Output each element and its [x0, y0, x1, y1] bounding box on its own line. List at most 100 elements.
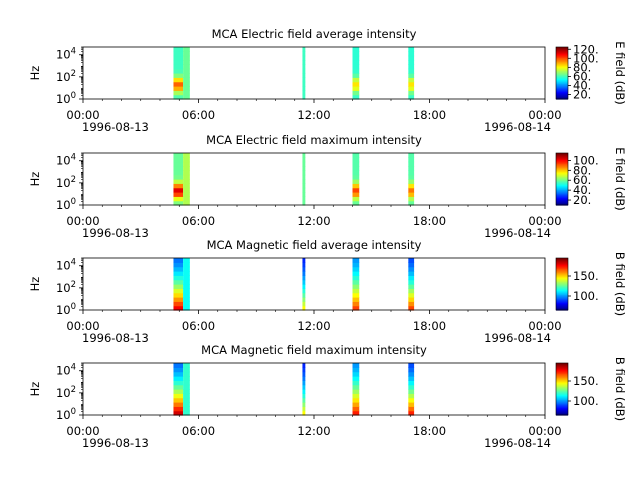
colorbar-tick-label: 100. — [573, 289, 599, 303]
colorbar-segment — [556, 79, 568, 82]
spectrogram-cell — [183, 170, 190, 176]
colorbar-segment — [556, 65, 568, 68]
spectrogram-cell — [408, 179, 415, 184]
colorbar-tick-label: 60. — [573, 173, 591, 187]
spectrogram-cell — [173, 271, 184, 276]
colorbar-segment — [556, 164, 568, 167]
panel-1: MCA Electric field average intensity 100 1… — [28, 27, 627, 134]
colorbar-segment — [556, 281, 568, 284]
spectrogram-cell — [183, 376, 190, 381]
x-tick-label: 00:00 — [66, 214, 99, 228]
spectrogram-cell — [173, 90, 184, 96]
colorbar-segment — [556, 153, 568, 155]
spectrogram-cell — [173, 73, 184, 78]
colorbar-segment — [556, 172, 568, 175]
spectrogram-cell — [173, 380, 184, 386]
spectrogram-cell — [302, 406, 306, 412]
colorbar-label: E field (dB) — [613, 41, 627, 105]
colorbar-segment — [556, 171, 568, 174]
colorbar-tick-label: 80. — [573, 163, 591, 177]
spectrogram-cell — [173, 410, 184, 416]
spectrogram-cell — [408, 81, 415, 87]
colorbar-segment — [556, 159, 568, 162]
x-tick-label: 18:00 — [413, 424, 446, 438]
colorbar-segment — [556, 176, 568, 179]
y-tick-label: 100 — [56, 407, 76, 422]
colorbar-segment — [556, 192, 568, 194]
spectrogram-cell — [352, 192, 360, 197]
spectrogram-cell — [408, 68, 415, 74]
spectrogram-cell — [352, 380, 360, 386]
spectrogram-cell — [302, 64, 306, 70]
spectrogram-cell — [173, 389, 184, 394]
colorbar-segment — [556, 197, 568, 200]
spectrogram-cell — [183, 275, 190, 281]
panel-4: MCA Magnetic field maximum intensity 100 1… — [28, 343, 627, 450]
spectrogram-cell — [408, 389, 415, 394]
colorbar-segment — [556, 298, 568, 301]
colorbar-segment — [556, 155, 568, 158]
spectrogram-cell — [302, 174, 306, 180]
spectrogram-cell — [302, 397, 306, 403]
colorbar-tick-label: 80. — [573, 60, 591, 74]
spectrogram-cell — [173, 77, 184, 83]
spectrogram-cell — [173, 51, 184, 57]
spectrogram-cell — [408, 90, 415, 96]
spectrogram-cell — [408, 192, 415, 197]
colorbar-segment — [556, 383, 568, 386]
spectrogram-cell — [352, 60, 360, 65]
spectrogram-cell — [183, 406, 190, 412]
colorbar-segment — [556, 201, 568, 203]
colorbar-segment — [556, 294, 568, 297]
spectrogram-cell — [352, 161, 360, 167]
colorbar-segment — [556, 297, 568, 299]
colorbar-segment — [556, 63, 568, 66]
spectrogram-cell — [183, 166, 190, 171]
colorbar-tick-label: 60. — [573, 69, 591, 83]
colorbar-segment — [556, 390, 568, 393]
colorbar-segment — [556, 405, 568, 408]
colorbar-segment — [556, 70, 568, 73]
spectrogram-cell — [352, 200, 360, 206]
spectrogram-cell — [183, 153, 190, 158]
spectrogram-cell — [302, 81, 306, 87]
spectrogram-cell — [183, 90, 190, 96]
spectrogram-cell — [173, 279, 184, 285]
spectrogram-cell — [408, 161, 415, 167]
x-date-start: 1996-08-13 — [82, 226, 149, 240]
spectrogram-cell — [302, 157, 306, 163]
colorbar-segment — [556, 282, 568, 285]
spectrogram-cell — [173, 200, 184, 206]
spectrogram-cell — [408, 363, 415, 368]
spectrogram-cell — [408, 376, 415, 381]
colorbar-segment — [556, 258, 568, 260]
spectrogram-cell — [302, 68, 306, 74]
colorbar-segment — [556, 369, 568, 372]
spectrogram-cell — [352, 284, 360, 289]
spectrogram-cell — [302, 301, 306, 307]
colorbar-segment — [556, 69, 568, 71]
spectrogram-cell — [183, 183, 190, 189]
y-tick-label: 102 — [56, 385, 76, 400]
colorbar-segment — [556, 163, 568, 166]
spectrogram-cell — [183, 73, 190, 78]
spectrogram-cell — [352, 64, 360, 70]
spectrogram-cell — [173, 60, 184, 65]
spectrogram-cell — [183, 161, 190, 167]
spectrogram-cell — [352, 393, 360, 399]
spectrogram-cell — [302, 380, 306, 386]
colorbar-segment — [556, 308, 568, 311]
spectrogram-cell — [183, 279, 190, 285]
colorbar-tick-label: 20. — [573, 87, 591, 101]
spectrogram-cell — [183, 81, 190, 87]
spectrogram-cell — [173, 371, 184, 377]
spectrogram-cell — [302, 258, 306, 263]
x-tick-label: 06:00 — [182, 424, 215, 438]
spectrogram-cell — [408, 77, 415, 83]
spectrogram-cell — [302, 402, 306, 407]
spectrogram-cell — [183, 77, 190, 83]
colorbar-segment — [556, 154, 568, 157]
spectrogram-cell — [352, 288, 360, 294]
colorbar-segment — [556, 49, 568, 52]
colorbar-segment — [556, 73, 568, 75]
